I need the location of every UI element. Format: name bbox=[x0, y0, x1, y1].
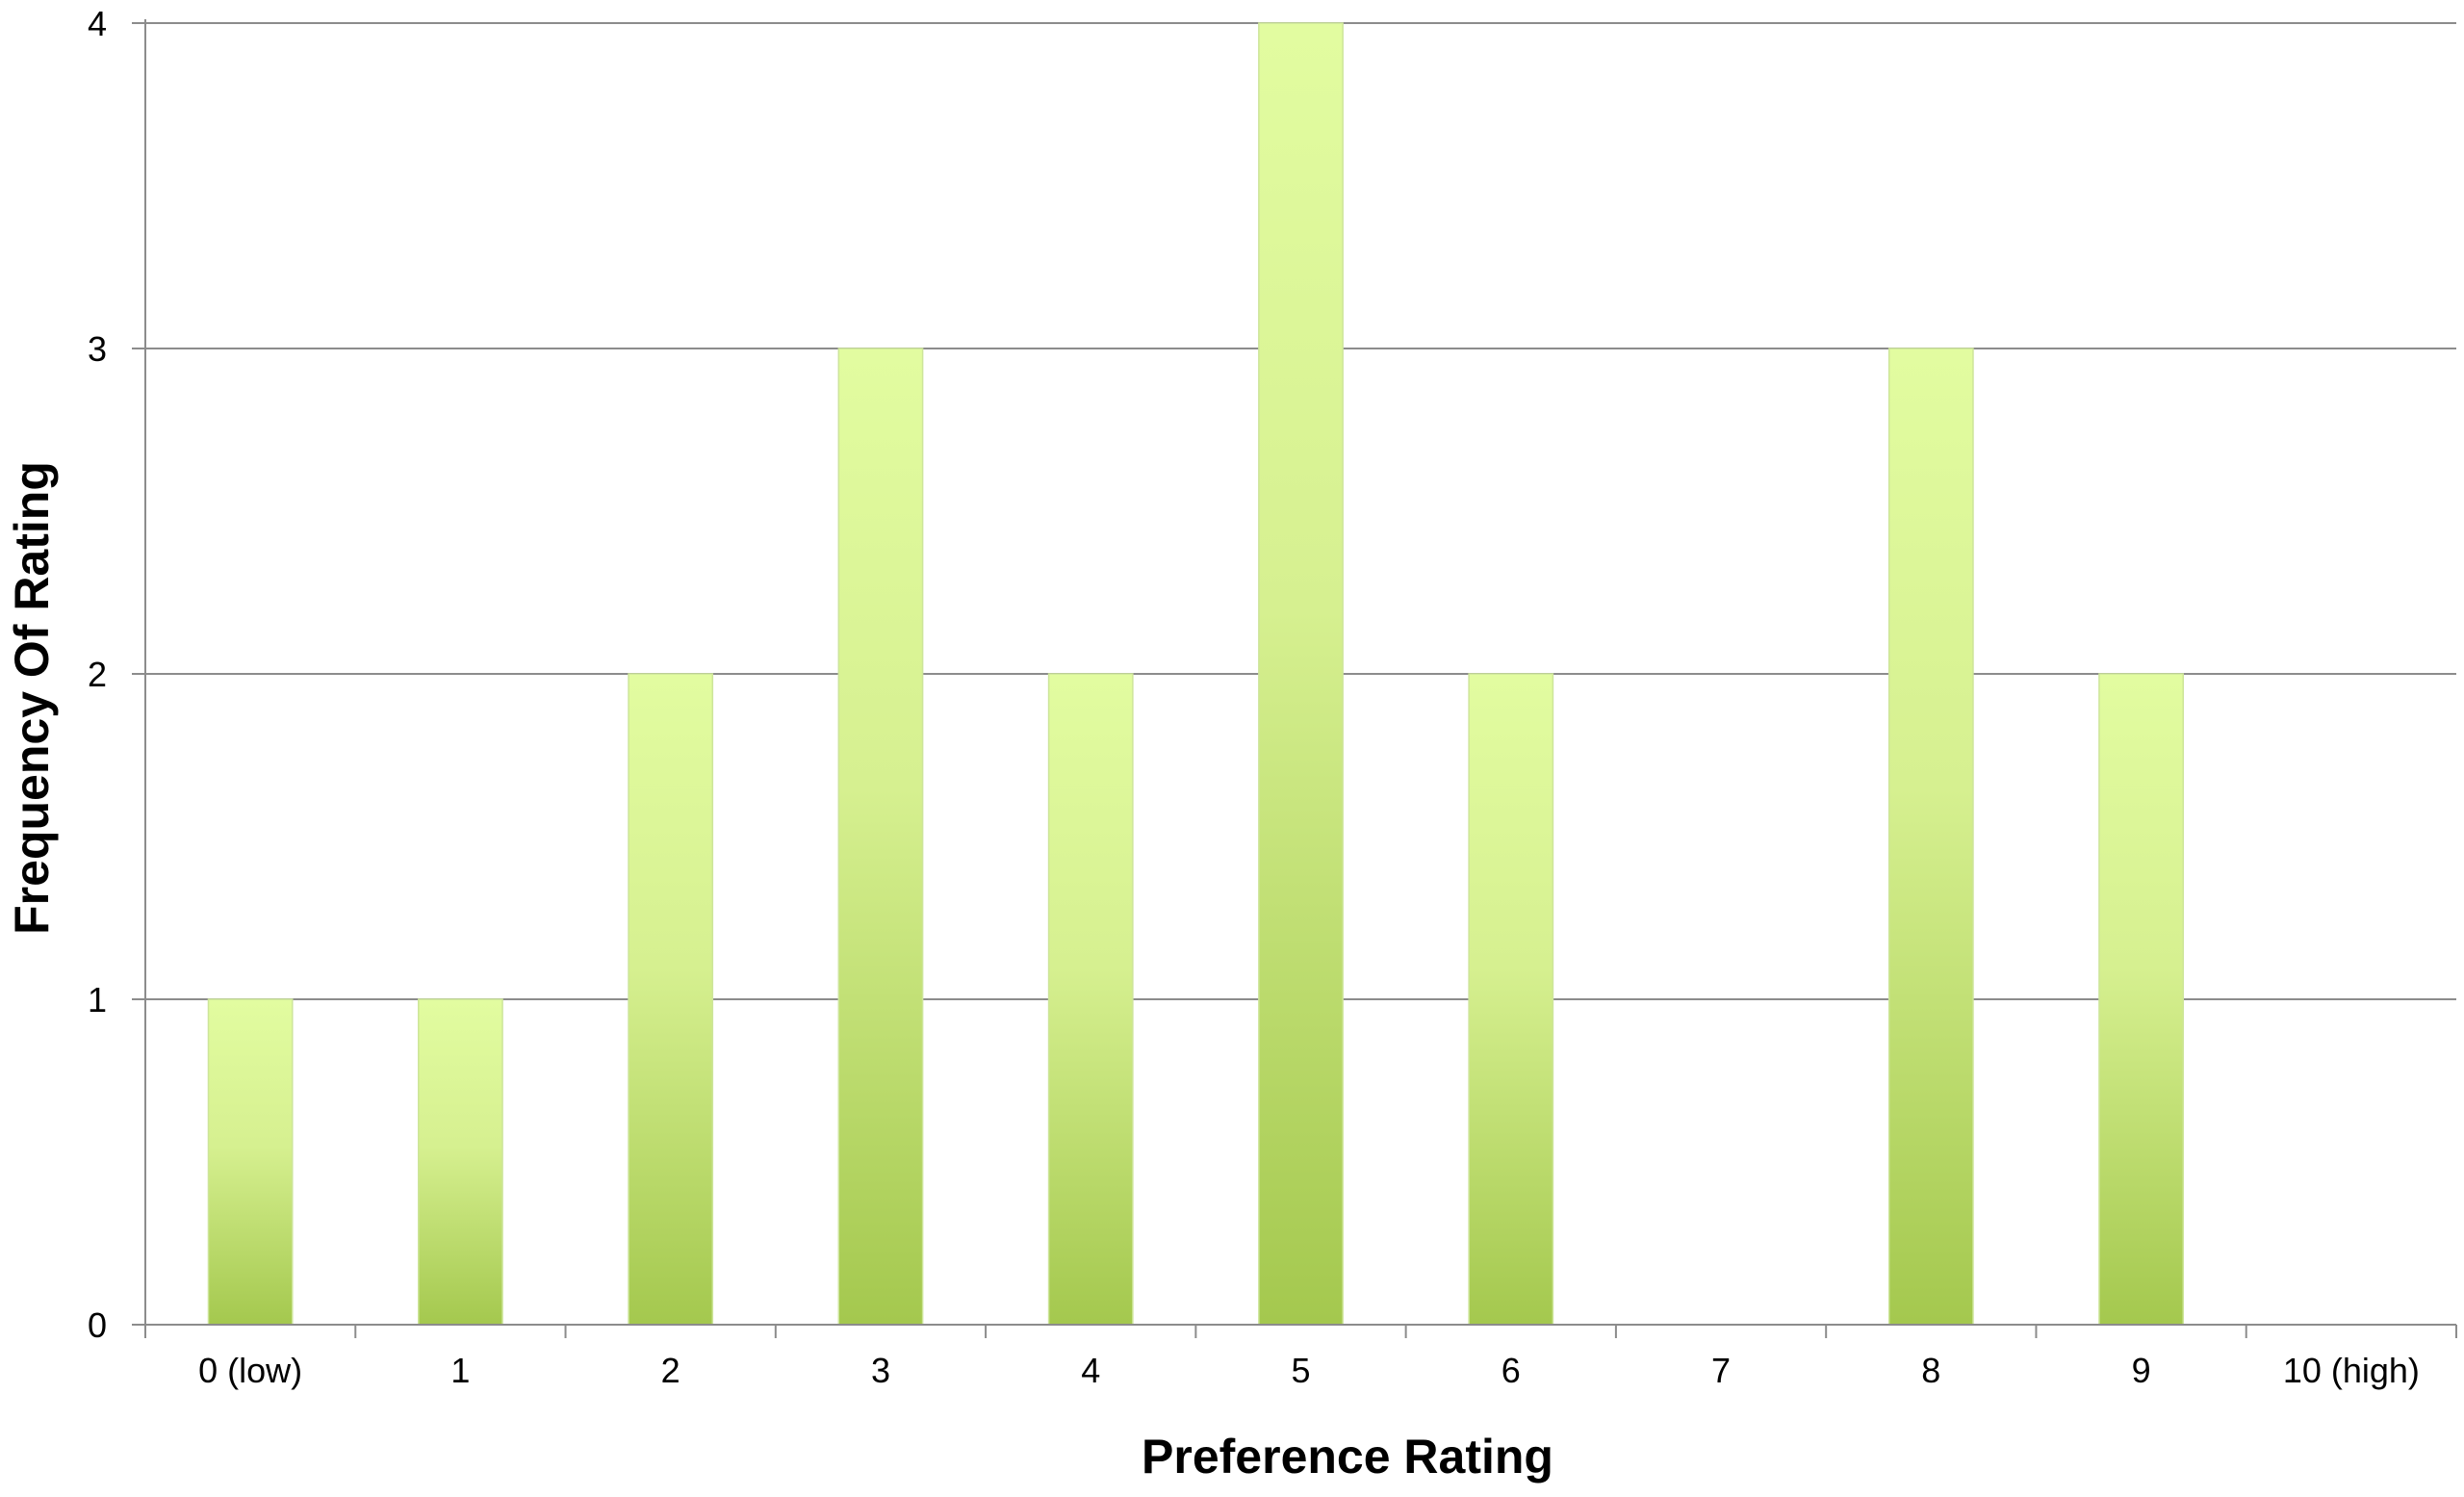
axes bbox=[132, 19, 2457, 1338]
x-tick-label: 5 bbox=[1291, 1351, 1310, 1390]
bar bbox=[418, 998, 503, 1326]
x-axis-title: Preference Rating bbox=[1142, 1430, 1553, 1484]
bar bbox=[1047, 673, 1134, 1326]
y-axis-title: Frequency Of Rating bbox=[5, 461, 59, 935]
bar bbox=[1887, 348, 1974, 1326]
x-tick-label: 3 bbox=[871, 1351, 890, 1390]
y-tick-label: 2 bbox=[88, 655, 107, 694]
x-tick-label: 10 (high) bbox=[2283, 1351, 2420, 1390]
x-tick-label: 6 bbox=[1502, 1351, 1521, 1390]
x-tick-label: 4 bbox=[1081, 1351, 1100, 1390]
y-tick-label: 1 bbox=[88, 980, 107, 1020]
x-tick-label: 0 (low) bbox=[198, 1351, 302, 1390]
bar bbox=[628, 673, 714, 1326]
bar bbox=[1258, 22, 1344, 1326]
x-tick-label: 9 bbox=[2132, 1351, 2151, 1390]
x-tick-label: 1 bbox=[450, 1351, 470, 1390]
y-tick-label: 3 bbox=[88, 329, 107, 369]
tick-labels: 0 1 2 3 4 0 (low) 1 2 3 4 5 6 7 8 9 10 (high) bbox=[88, 4, 2420, 1390]
x-tick-label: 8 bbox=[1921, 1351, 1940, 1390]
y-tick-label: 0 bbox=[88, 1305, 107, 1345]
bar bbox=[1468, 673, 1554, 1326]
y-tick-label: 4 bbox=[88, 4, 107, 43]
bar bbox=[207, 998, 294, 1326]
x-tick-label: 2 bbox=[661, 1351, 680, 1390]
x-tick-label: 7 bbox=[1711, 1351, 1731, 1390]
bars bbox=[207, 22, 2184, 1326]
bar bbox=[837, 348, 924, 1326]
bar bbox=[2098, 673, 2184, 1326]
